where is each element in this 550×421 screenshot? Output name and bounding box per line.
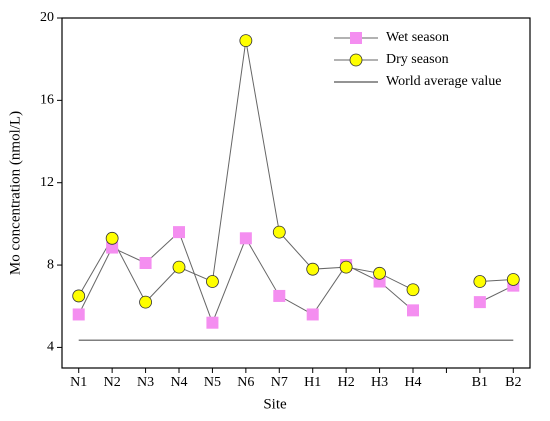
data-point [239,232,252,245]
data-point [272,225,286,239]
x-tick-label: N6 [237,375,254,390]
legend-marker [349,53,363,67]
series-line [78,231,514,325]
data-point [172,260,186,274]
data-point [506,273,520,286]
data-point [105,231,119,245]
x-tick-label: N5 [204,375,221,390]
data-point [273,289,286,302]
data-point [306,262,320,276]
data-point [239,34,253,48]
data-point [139,295,152,309]
x-tick-label: N7 [271,375,288,390]
y-tick-label: 8 [47,257,54,272]
data-point [173,226,185,239]
data-point [72,289,86,303]
data-point [206,316,219,329]
x-tick-label: N3 [137,375,154,390]
data-point [373,266,386,280]
y-tick-label: 4 [47,340,54,355]
x-tick-label: N1 [70,375,87,390]
data-point [72,308,85,321]
data-point [139,257,152,269]
x-axis-label: Site [263,396,287,412]
y-tick-label: 12 [40,175,54,190]
data-point [407,304,419,317]
x-tick-label: H2 [338,375,355,390]
y-axis-label: Mo concentration (nmol/L) [7,111,23,275]
x-tick-label: B2 [505,375,521,390]
data-point [206,275,219,288]
data-point [473,275,487,288]
plot-frame [61,17,531,369]
legend-marker [350,32,362,44]
x-tick-label: H4 [404,375,421,390]
y-tick-label: 16 [40,93,54,108]
data-point [306,308,319,321]
y-tick-label: 20 [40,10,54,25]
x-tick-label: H1 [304,375,321,390]
data-point [473,296,486,309]
data-point [339,260,353,274]
x-tick-label: N2 [104,375,121,390]
x-tick-label: B1 [472,375,488,390]
data-point [406,283,420,297]
legend-label: Dry season [386,52,449,67]
legend-label: Wet season [386,30,449,45]
x-tick-label: N4 [170,375,187,390]
x-tick-label: H3 [371,375,388,390]
legend-label: World average value [386,74,501,89]
